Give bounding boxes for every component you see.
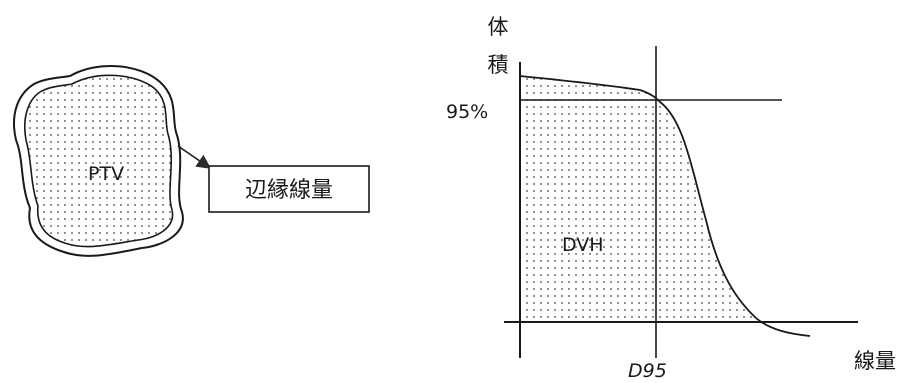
volume-95-label: 95% <box>446 101 488 123</box>
y-axis-label-char-1: 体 <box>488 15 509 39</box>
ptv-label: PTV <box>88 163 124 185</box>
dvh-label: DVH <box>562 234 604 256</box>
ptv-panel: PTV 辺縁線量 <box>13 65 370 257</box>
dvh-panel: 体 積 95% DVH D95 線量 <box>446 15 896 382</box>
d95-label: D95 <box>628 360 667 382</box>
dvh-shaded-tail <box>656 100 760 322</box>
margin-dose-label: 辺縁線量 <box>245 178 333 203</box>
margin-dose-box <box>208 165 370 213</box>
y-axis-label-char-2: 積 <box>488 53 509 77</box>
margin-arrow <box>177 145 212 169</box>
dvh-shaded-area <box>520 76 656 322</box>
x-axis-label: 線量 <box>854 349 896 373</box>
dvh-curve <box>519 75 811 337</box>
ptv-inner-contour <box>24 74 174 248</box>
